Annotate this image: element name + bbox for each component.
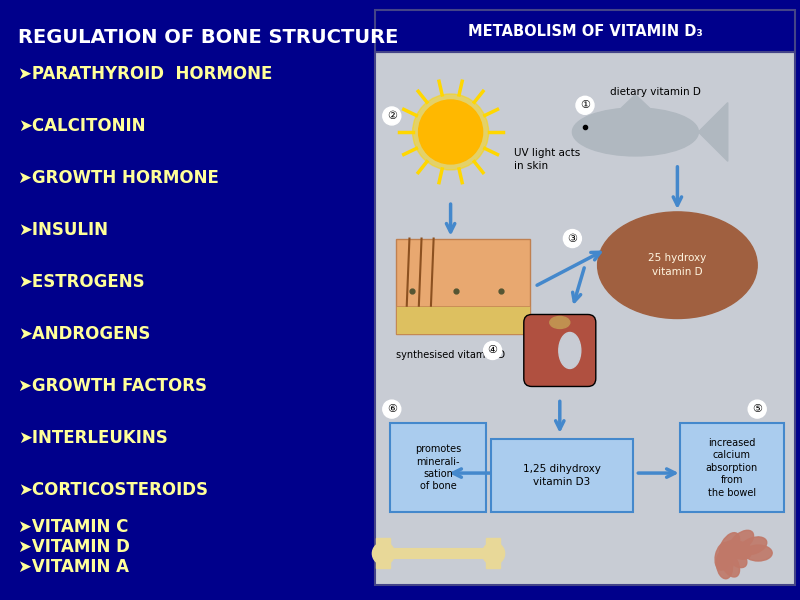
- FancyBboxPatch shape: [524, 314, 596, 386]
- Ellipse shape: [724, 541, 750, 559]
- Text: METABOLISM OF VITAMIN D₃: METABOLISM OF VITAMIN D₃: [468, 23, 702, 38]
- FancyBboxPatch shape: [396, 239, 530, 334]
- FancyBboxPatch shape: [490, 439, 634, 512]
- Ellipse shape: [740, 537, 766, 554]
- Ellipse shape: [715, 542, 732, 570]
- Text: ➤ANDROGENS: ➤ANDROGENS: [18, 325, 150, 343]
- Circle shape: [383, 107, 401, 125]
- Circle shape: [748, 400, 766, 418]
- Text: 25 hydroxy
vitamin D: 25 hydroxy vitamin D: [648, 253, 706, 277]
- Ellipse shape: [598, 212, 757, 319]
- Ellipse shape: [721, 551, 739, 577]
- Text: ➤CALCITONIN: ➤CALCITONIN: [18, 117, 146, 135]
- Text: increased
calcium
absorption
from
the bowel: increased calcium absorption from the bo…: [706, 438, 758, 497]
- Polygon shape: [698, 103, 728, 161]
- Text: ②: ②: [387, 111, 397, 121]
- Ellipse shape: [719, 533, 739, 558]
- Text: ➤PARATHYROID  HORMONE: ➤PARATHYROID HORMONE: [18, 65, 272, 83]
- Text: synthesised vitamin D: synthesised vitamin D: [396, 350, 505, 361]
- FancyBboxPatch shape: [396, 306, 530, 334]
- Ellipse shape: [744, 545, 772, 561]
- Text: ⑥: ⑥: [387, 404, 397, 414]
- Circle shape: [413, 94, 489, 170]
- FancyBboxPatch shape: [375, 10, 795, 52]
- Ellipse shape: [730, 530, 754, 552]
- Text: ➤GROWTH FACTORS: ➤GROWTH FACTORS: [18, 377, 207, 395]
- Text: dietary vitamin D: dietary vitamin D: [610, 87, 701, 97]
- Ellipse shape: [716, 551, 733, 579]
- Ellipse shape: [724, 545, 747, 568]
- Text: ①: ①: [580, 100, 590, 110]
- Circle shape: [576, 96, 594, 114]
- Circle shape: [563, 230, 582, 248]
- FancyBboxPatch shape: [390, 423, 486, 512]
- Text: ➤VITAMIN C: ➤VITAMIN C: [18, 518, 128, 536]
- Text: ➤VITAMIN A: ➤VITAMIN A: [18, 558, 129, 576]
- Text: 1,25 dihydroxy
vitamin D3: 1,25 dihydroxy vitamin D3: [523, 464, 601, 487]
- Ellipse shape: [723, 541, 751, 557]
- Text: REGULATION OF BONE STRUCTURE: REGULATION OF BONE STRUCTURE: [18, 28, 398, 47]
- FancyBboxPatch shape: [679, 423, 784, 512]
- Text: ④: ④: [488, 346, 498, 355]
- Text: UV light acts
in skin: UV light acts in skin: [514, 148, 580, 171]
- Text: ➤VITAMIN D: ➤VITAMIN D: [18, 538, 130, 556]
- Text: ➤INSULIN: ➤INSULIN: [18, 221, 108, 239]
- Text: ③: ③: [567, 233, 578, 244]
- Polygon shape: [618, 95, 652, 110]
- Ellipse shape: [550, 316, 570, 328]
- Circle shape: [383, 400, 401, 418]
- Circle shape: [483, 341, 502, 359]
- Text: ⑤: ⑤: [752, 404, 762, 414]
- Text: promotes
minerali-
sation
of bone: promotes minerali- sation of bone: [415, 444, 461, 491]
- Circle shape: [418, 100, 482, 164]
- Ellipse shape: [573, 108, 698, 156]
- Text: ➤GROWTH HORMONE: ➤GROWTH HORMONE: [18, 169, 219, 187]
- Text: ➤INTERLEUKINS: ➤INTERLEUKINS: [18, 429, 168, 447]
- Ellipse shape: [558, 332, 581, 368]
- Text: ➤CORTICOSTEROIDS: ➤CORTICOSTEROIDS: [18, 481, 208, 499]
- FancyBboxPatch shape: [375, 52, 795, 585]
- Text: ➤ESTROGENS: ➤ESTROGENS: [18, 273, 145, 291]
